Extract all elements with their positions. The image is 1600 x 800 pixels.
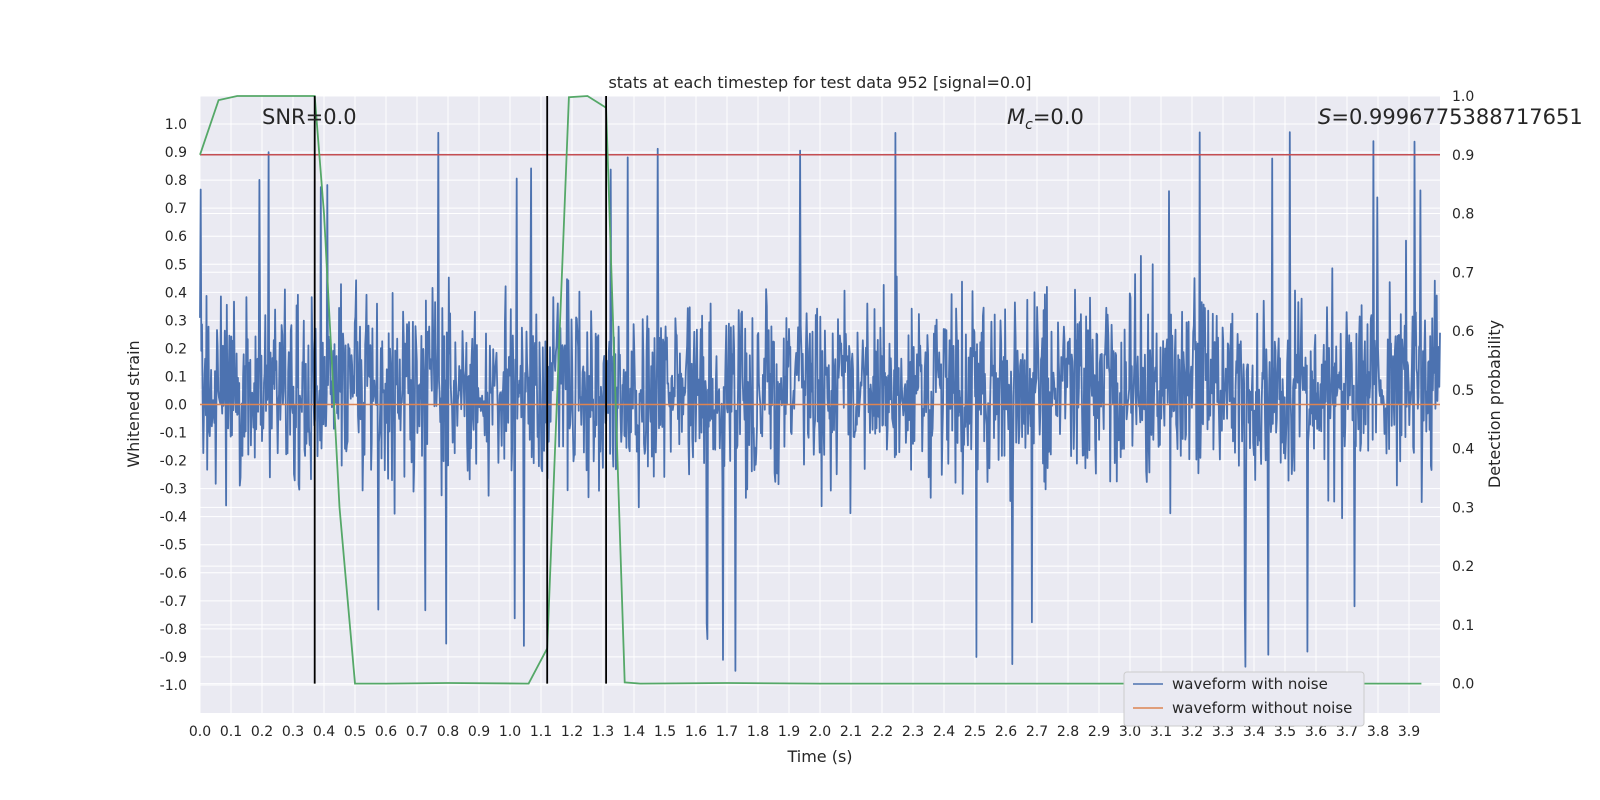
y-tick-label-right: 1.0 (1452, 89, 1474, 105)
y-tick-label-right: 0.1 (1452, 618, 1474, 634)
x-tick-label: 1.5 (654, 724, 676, 740)
x-tick-label: 0.5 (344, 724, 366, 740)
mc-annotation: Mc=0.0 (1007, 105, 1084, 133)
s-symbol: S (1318, 105, 1331, 129)
y-tick-label-left: 0.9 (165, 145, 187, 161)
y-tick-label-left: 0.2 (165, 341, 187, 357)
x-tick-label: 1.1 (530, 724, 552, 740)
x-tick-label: 2.7 (1026, 724, 1048, 740)
x-tick-label: 2.6 (995, 724, 1017, 740)
y-tick-label-left: 0.0 (165, 398, 187, 414)
y-tick-label-left: 0.4 (165, 285, 187, 301)
x-tick-label: 2.1 (840, 724, 862, 740)
x-tick-label: 3.9 (1398, 724, 1420, 740)
waveform-with-noise-line (199, 131, 1441, 672)
x-tick-label: 1.2 (561, 724, 583, 740)
x-tick-label: 1.3 (592, 724, 614, 740)
y-tick-label-left: 0.6 (165, 229, 187, 245)
legend-label-noise: waveform with noise (1172, 675, 1328, 693)
y-tick-label-left: -1.0 (160, 678, 187, 694)
snr-annotation: SNR=0.0 (262, 105, 357, 129)
y-tick-label-left: -0.7 (160, 594, 187, 610)
x-tick-label: 3.0 (1119, 724, 1141, 740)
noise-waveform (199, 131, 1441, 672)
y-tick-label-left: -0.8 (160, 622, 187, 638)
legend-box (1123, 671, 1365, 727)
x-tick-label: 0.7 (406, 724, 428, 740)
x-tick-label: 0.8 (437, 724, 459, 740)
y-tick-label-right: 0.8 (1452, 207, 1474, 223)
y-axis-label-left: Whitened strain (124, 340, 143, 467)
x-tick-label: 2.3 (902, 724, 924, 740)
s-value: =0.9996775388717651 (1331, 105, 1582, 129)
y-tick-label-left: -0.4 (160, 510, 187, 526)
x-tick-label: 1.9 (778, 724, 800, 740)
x-tick-label: 0.6 (375, 724, 397, 740)
y-tick-label-left: -0.3 (160, 482, 187, 498)
y-tick-label-left: -0.1 (160, 426, 187, 442)
x-tick-label: 3.8 (1367, 724, 1389, 740)
s-annotation: S=0.9996775388717651 (1318, 105, 1583, 129)
x-tick-label: 3.3 (1212, 724, 1234, 740)
x-tick-label: 3.1 (1150, 724, 1172, 740)
y-tick-label-left: 1.0 (165, 117, 187, 133)
x-tick-label: 3.7 (1336, 724, 1358, 740)
y-tick-label-left: 0.1 (165, 369, 187, 385)
y-tick-label-left: -0.9 (160, 650, 187, 666)
x-tick-label: 0.2 (251, 724, 273, 740)
y-tick-label-left: -0.5 (160, 538, 187, 554)
mc-symbol: M (1007, 105, 1025, 129)
y-tick-label-right: 0.4 (1452, 442, 1474, 458)
x-tick-label: 3.6 (1305, 724, 1327, 740)
x-tick-label: 0.3 (282, 724, 304, 740)
y-tick-label-right: 0.6 (1452, 324, 1474, 340)
detection-probability-line (199, 95, 1422, 685)
x-tick-label: 1.8 (747, 724, 769, 740)
y-tick-label-right: 0.9 (1452, 148, 1474, 164)
x-tick-label: 1.0 (499, 724, 521, 740)
x-tick-label: 2.2 (871, 724, 893, 740)
y-axis-label-right: Detection probability (1485, 320, 1504, 488)
y-tick-label-right: 0.2 (1452, 559, 1474, 575)
x-tick-label: 3.4 (1243, 724, 1265, 740)
series-lines (199, 95, 1440, 685)
mc-value: =0.0 (1033, 105, 1084, 129)
y-tick-label-right: 0.0 (1452, 677, 1474, 693)
x-tick-label: 2.9 (1088, 724, 1110, 740)
x-tick-label: 0.1 (220, 724, 242, 740)
y-tick-label-right: 0.7 (1452, 265, 1474, 281)
y-tick-label-right: 0.5 (1452, 383, 1474, 399)
y-tick-label-right: 0.3 (1452, 500, 1474, 516)
x-tick-label: 1.6 (685, 724, 707, 740)
x-tick-label: 2.0 (809, 724, 831, 740)
x-axis-label: Time (s) (786, 747, 852, 766)
x-tick-label: 3.2 (1181, 724, 1203, 740)
x-tick-label: 2.8 (1057, 724, 1079, 740)
legend-label-clean: waveform without noise (1172, 699, 1352, 717)
x-tick-label: 0.4 (313, 724, 335, 740)
x-tick-label: 2.4 (933, 724, 955, 740)
x-tick-label: 0.9 (468, 724, 490, 740)
y-tick-label-left: -0.2 (160, 454, 187, 470)
y-tick-label-left: 0.7 (165, 201, 187, 217)
y-tick-label-left: 0.5 (165, 257, 187, 273)
x-tick-label: 0.0 (189, 724, 211, 740)
legend: waveform with noise waveform without noi… (1123, 671, 1365, 727)
x-tick-label: 1.4 (623, 724, 645, 740)
x-tick-label: 2.5 (964, 724, 986, 740)
y-tick-label-left: -0.6 (160, 566, 187, 582)
y-tick-label-left: 0.8 (165, 173, 187, 189)
y-tick-label-left: 0.3 (165, 313, 187, 329)
x-tick-label: 3.5 (1274, 724, 1296, 740)
x-tick-label: 1.7 (716, 724, 738, 740)
chart-title: stats at each timestep for test data 952… (608, 73, 1031, 92)
tick-labels: 0.0 0.1 0.2 0.3 0.4 0.5 0.6 0.7 0.8 0.9 1.0 1.1 1.2 1… (160, 89, 1475, 740)
mc-subscript: c (1025, 117, 1033, 133)
